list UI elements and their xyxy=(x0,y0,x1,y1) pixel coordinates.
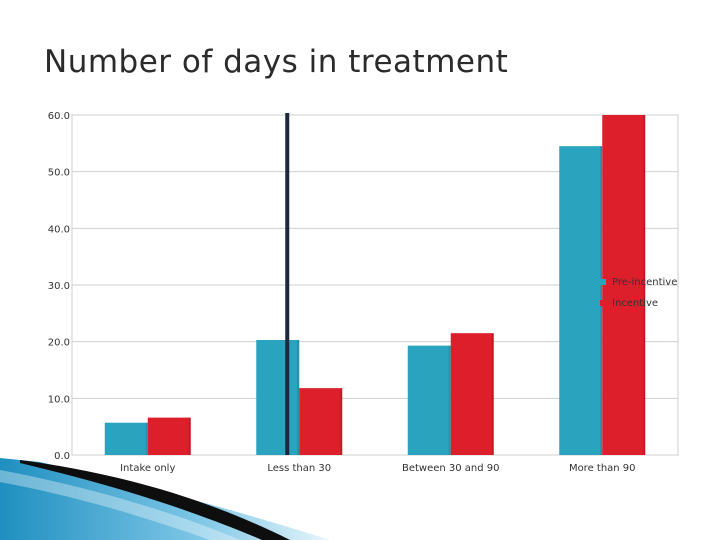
bar-edge xyxy=(491,333,494,455)
legend-swatch xyxy=(600,300,606,306)
x-tick-label: More than 90 xyxy=(569,463,636,474)
legend: Pre-incentive Incentive xyxy=(600,277,677,309)
bar-incentive xyxy=(299,388,343,455)
y-tick-label: 50.0 xyxy=(48,168,70,179)
plot-area-border xyxy=(71,114,679,456)
bar-incentive xyxy=(147,417,191,455)
bar-edge xyxy=(188,417,191,455)
bar-pre-incentive xyxy=(559,146,603,455)
y-tick-label: 60.0 xyxy=(48,111,70,122)
bar-pre-incentive xyxy=(104,422,148,455)
y-tick-label: 30.0 xyxy=(48,281,70,292)
decorative-swoosh xyxy=(0,458,330,540)
slide-title: Number of days in treatment xyxy=(44,44,509,80)
bar-incentive xyxy=(602,115,646,455)
legend-label: Pre-incentive xyxy=(612,277,677,288)
bar-edge xyxy=(448,345,451,455)
bar-pre-incentive xyxy=(407,345,451,455)
x-tick-label: Between 30 and 90 xyxy=(402,463,500,474)
bar-edge xyxy=(340,388,343,455)
x-tick-label: Intake only xyxy=(120,463,175,474)
y-tick-label: 0.0 xyxy=(54,451,70,462)
bar-edge xyxy=(643,115,646,455)
x-tick-label: Less than 30 xyxy=(267,463,331,474)
legend-swatch xyxy=(600,279,606,285)
bar-edge xyxy=(297,339,300,455)
legend-label: Incentive xyxy=(612,298,658,309)
bar-edge xyxy=(145,422,148,455)
y-tick-label: 10.0 xyxy=(48,394,70,405)
bar-pre-incentive xyxy=(256,339,300,455)
y-tick-label: 20.0 xyxy=(48,338,70,349)
y-tick-label: 40.0 xyxy=(48,224,70,235)
bar-incentive xyxy=(450,333,494,455)
y-axis-ticks: 0.0 10.0 20.0 30.0 40.0 50.0 60.0 xyxy=(48,111,70,462)
x-axis-ticks: Intake only Less than 30 Between 30 and 90… xyxy=(120,463,635,474)
